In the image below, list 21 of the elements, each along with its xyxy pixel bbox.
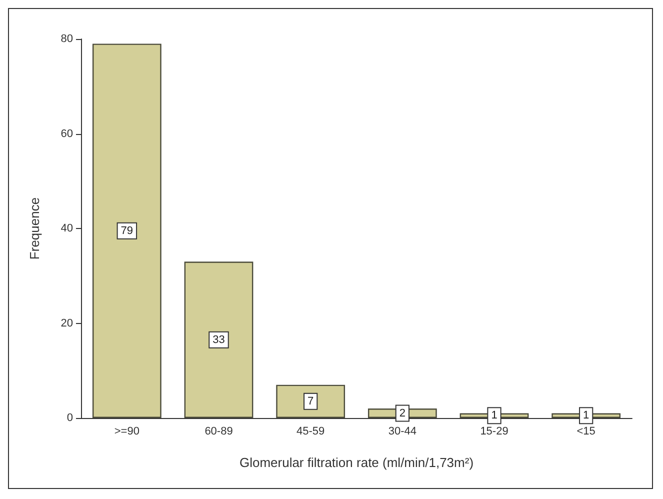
- data-label: 7: [308, 395, 314, 408]
- y-tick-label: 80: [60, 33, 73, 45]
- y-tick-label: 40: [60, 222, 73, 234]
- x-tick-label: 45-59: [296, 426, 325, 438]
- x-tick-label: >=90: [114, 426, 140, 438]
- data-label: 79: [120, 224, 134, 237]
- bar: [92, 44, 162, 418]
- x-axis-title: Glomerular filtration rate (ml/min/1,73m²): [239, 455, 474, 470]
- data-label: 1: [491, 410, 498, 422]
- data-label: 33: [212, 334, 225, 346]
- x-tick-label: 30-44: [388, 426, 416, 438]
- data-label: 2: [399, 407, 406, 420]
- y-tick-label: 0: [66, 412, 73, 424]
- data-label: 1: [583, 410, 590, 422]
- x-tick-label: 15-29: [480, 426, 508, 438]
- y-tick-label: 20: [60, 317, 73, 330]
- x-tick-label: 60-89: [204, 426, 233, 438]
- y-tick-label: 60: [60, 128, 73, 140]
- bar: [184, 262, 254, 418]
- y-axis-title: Frequence: [27, 197, 42, 260]
- x-tick-label: <15: [576, 426, 596, 438]
